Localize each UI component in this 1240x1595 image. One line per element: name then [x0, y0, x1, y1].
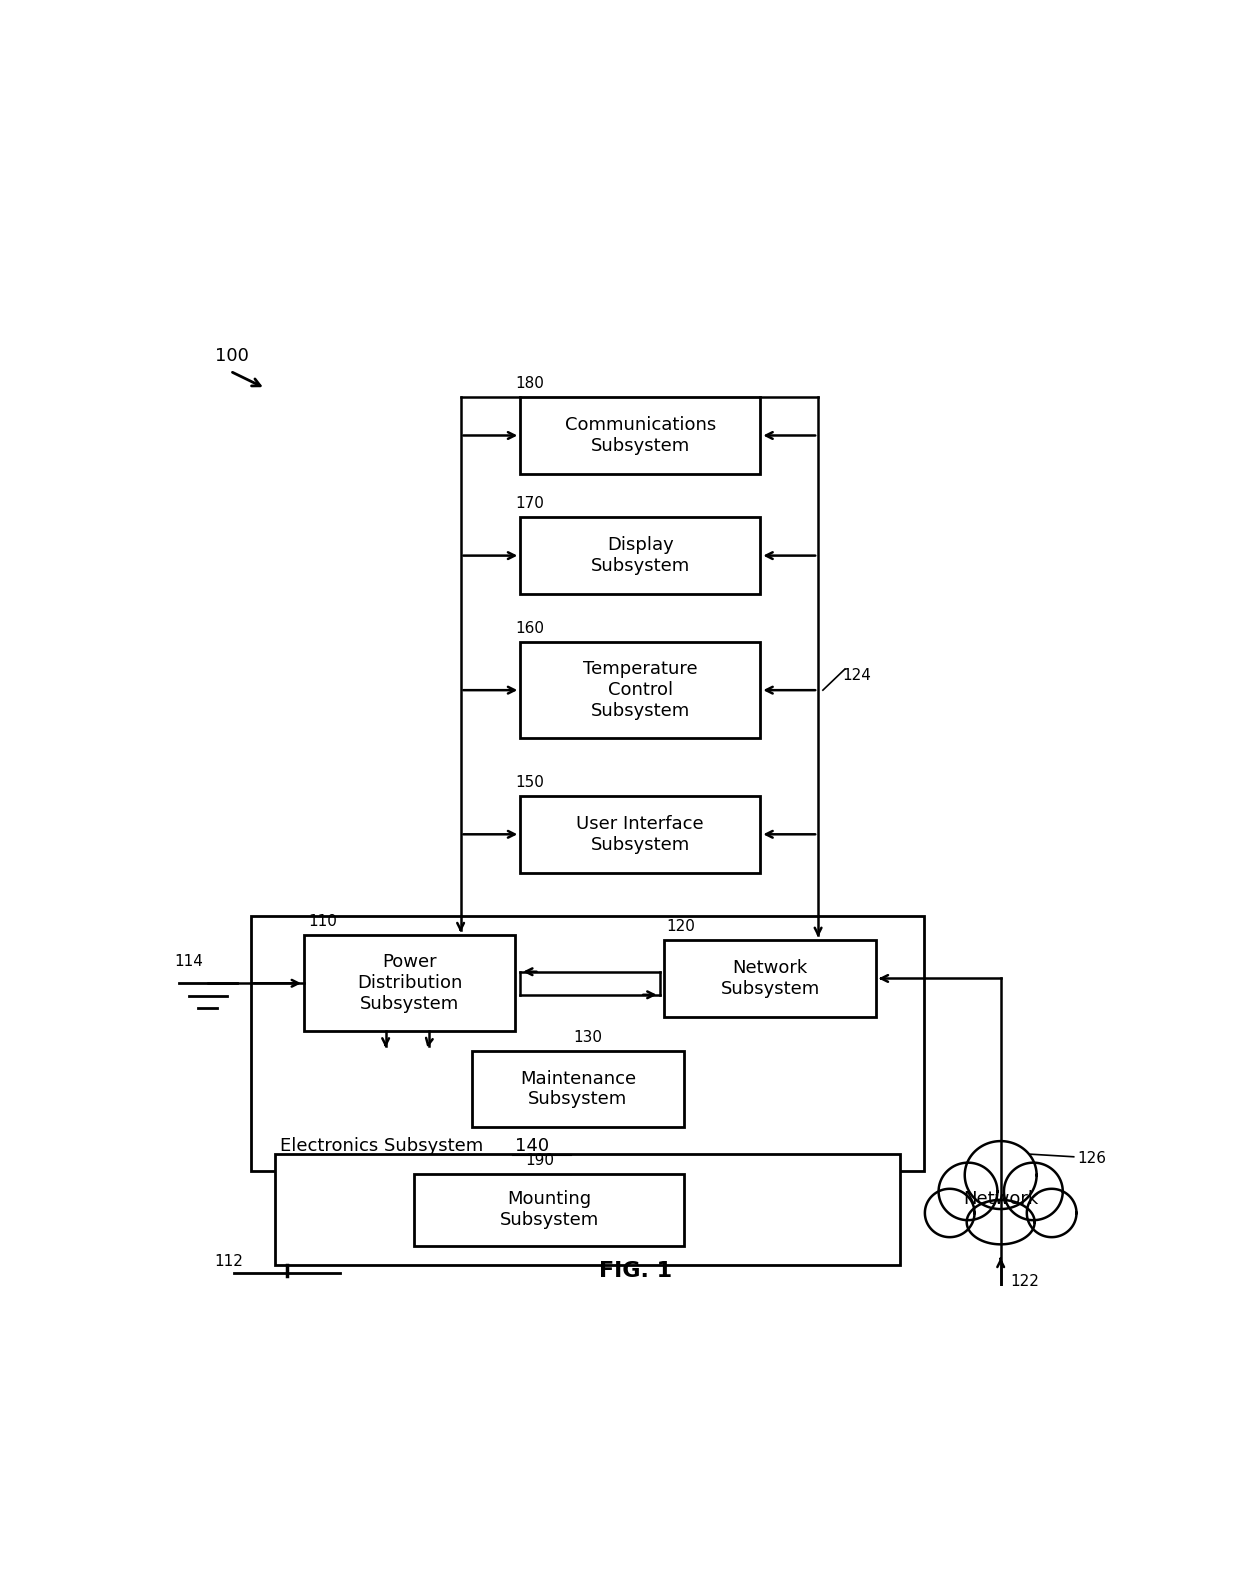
Text: Maintenance
Subsystem: Maintenance Subsystem — [520, 1070, 636, 1109]
Text: 110: 110 — [309, 914, 337, 930]
FancyBboxPatch shape — [521, 517, 760, 593]
Text: Temperature
Control
Subsystem: Temperature Control Subsystem — [583, 660, 698, 719]
FancyBboxPatch shape — [472, 1051, 683, 1128]
Ellipse shape — [925, 1188, 975, 1238]
FancyBboxPatch shape — [250, 916, 924, 1171]
FancyBboxPatch shape — [665, 939, 875, 1018]
Ellipse shape — [965, 1140, 1037, 1209]
Text: 120: 120 — [666, 919, 696, 935]
Text: Power
Distribution
Subsystem: Power Distribution Subsystem — [357, 954, 463, 1013]
Text: 160: 160 — [516, 622, 544, 636]
Text: User Interface
Subsystem: User Interface Subsystem — [577, 815, 704, 853]
Text: 130: 130 — [573, 1030, 603, 1045]
Text: Network: Network — [963, 1190, 1038, 1209]
Text: 180: 180 — [516, 376, 544, 391]
Ellipse shape — [967, 1199, 1034, 1244]
FancyBboxPatch shape — [414, 1174, 683, 1246]
Text: 122: 122 — [1011, 1274, 1039, 1289]
Text: 114: 114 — [174, 954, 203, 968]
Text: 140: 140 — [516, 1137, 549, 1155]
Text: 100: 100 — [215, 348, 248, 365]
Ellipse shape — [939, 1163, 997, 1220]
Text: Electronics Subsystem: Electronics Subsystem — [280, 1137, 484, 1155]
Text: Display
Subsystem: Display Subsystem — [590, 536, 689, 576]
Ellipse shape — [1004, 1163, 1063, 1220]
Text: 126: 126 — [1078, 1152, 1106, 1166]
Text: 190: 190 — [525, 1153, 554, 1168]
FancyBboxPatch shape — [275, 1155, 900, 1265]
Text: 170: 170 — [516, 496, 544, 512]
Text: 112: 112 — [215, 1254, 243, 1268]
FancyBboxPatch shape — [304, 935, 516, 1032]
FancyBboxPatch shape — [521, 796, 760, 872]
FancyBboxPatch shape — [521, 397, 760, 474]
Text: Mounting
Subsystem: Mounting Subsystem — [500, 1190, 599, 1230]
Text: Network
Subsystem: Network Subsystem — [720, 959, 820, 998]
Text: FIG. 1: FIG. 1 — [599, 1262, 672, 1281]
Text: 150: 150 — [516, 775, 544, 790]
FancyBboxPatch shape — [521, 643, 760, 738]
Text: 124: 124 — [842, 668, 870, 683]
Ellipse shape — [1027, 1188, 1076, 1238]
Text: Communications
Subsystem: Communications Subsystem — [564, 416, 715, 455]
